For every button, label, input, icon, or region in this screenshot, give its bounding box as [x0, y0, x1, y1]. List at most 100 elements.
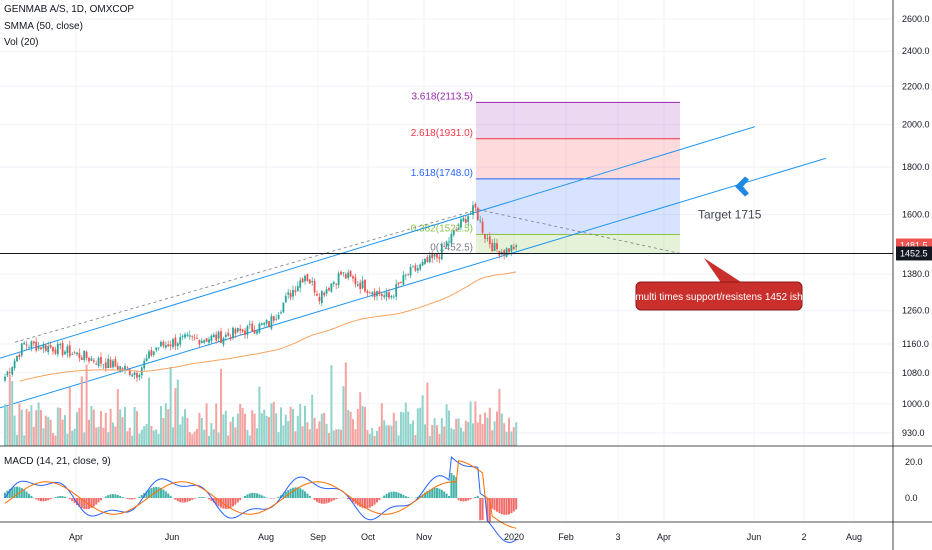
macd-histogram-bar	[292, 487, 294, 498]
volume-bar	[275, 413, 278, 446]
candle-body	[515, 245, 518, 248]
fibonacci-zones: 3.618(2113.5) 2.618(1931.0) 1.618(1748.0) 0…	[411, 91, 680, 254]
macd-histogram-bar	[85, 498, 88, 510]
candle-body	[236, 327, 239, 332]
volume-bar	[479, 414, 482, 446]
macd-histogram-bar	[109, 494, 112, 498]
candle-body	[378, 291, 381, 295]
candle-body	[385, 292, 388, 297]
candle-body	[35, 341, 38, 351]
candle-body	[42, 344, 45, 349]
candle-body	[416, 268, 419, 271]
macd-histogram-bar	[352, 498, 354, 503]
macd-histogram-bar	[515, 498, 518, 510]
volume-bar	[354, 429, 357, 446]
volume-bar	[20, 409, 23, 446]
volume-bar	[359, 392, 362, 446]
volume-bar	[464, 420, 467, 446]
candle-body	[109, 359, 112, 368]
volume-bar	[486, 417, 489, 446]
volume-bar	[445, 404, 448, 446]
macd-histogram-bar	[445, 493, 448, 498]
macd-histogram-bar	[73, 498, 76, 504]
macd-histogram-bar	[462, 498, 465, 502]
macd-histogram-bar	[373, 498, 376, 505]
smma-legend[interactable]: SMMA (50, close)	[4, 21, 83, 32]
macd-histogram-bar	[318, 498, 321, 504]
candle-body	[419, 264, 422, 270]
candle-body	[361, 280, 364, 289]
candle-body	[71, 354, 74, 355]
candle-body	[349, 270, 352, 277]
macd-histogram-bar	[145, 491, 148, 498]
candle-body	[354, 277, 357, 285]
price-axis-label: 1160.0	[902, 339, 929, 349]
macd-histogram-bar	[443, 491, 446, 498]
volume-bar	[325, 423, 328, 446]
time-axis-label: Jun	[747, 532, 762, 542]
macd-histogram-bar	[128, 498, 131, 500]
volume-bar	[484, 412, 486, 446]
candle-body	[116, 365, 119, 371]
volume-bar	[121, 417, 124, 446]
candle-body	[431, 253, 434, 259]
candle-body	[215, 334, 218, 341]
macd-histogram-bar	[188, 498, 191, 501]
candle-body	[337, 273, 340, 286]
volume-bar	[143, 426, 146, 446]
candle-body	[20, 343, 23, 356]
time-axis-label: Oct	[361, 532, 376, 542]
volume-bar	[402, 412, 405, 446]
macd-legend[interactable]: MACD (14, 21, close, 9)	[4, 456, 111, 467]
macd-histogram-bar	[80, 498, 83, 509]
candle-body	[467, 216, 470, 223]
macd-histogram-bar	[304, 491, 306, 498]
volume-legend[interactable]: Vol (20)	[4, 37, 39, 48]
macd-histogram-bar	[464, 498, 467, 502]
macd-histogram-bar	[76, 498, 78, 506]
candle-body	[409, 267, 412, 276]
candle-body	[4, 376, 6, 381]
volume-bar	[212, 429, 215, 446]
macd-histogram-bar	[162, 489, 165, 498]
candle-body	[198, 339, 201, 345]
volume-bar	[169, 366, 172, 446]
macd-histogram-bar	[59, 496, 62, 498]
volume-bar	[234, 427, 237, 446]
fib-level-label: 2.618(1931.0)	[411, 128, 473, 139]
macd-histogram-bar	[474, 496, 477, 498]
volume-bar	[256, 428, 258, 446]
volume-bar	[25, 409, 28, 446]
macd-histogram-bar	[395, 491, 398, 498]
volume-bar	[52, 433, 54, 446]
candle-body	[330, 283, 333, 292]
volume-bar	[356, 409, 359, 446]
macd-histogram-bar	[493, 498, 496, 511]
volume-bar	[222, 414, 225, 446]
macd-histogram-bar	[512, 498, 515, 512]
macd-histogram-bar	[361, 498, 364, 508]
candle-body	[397, 282, 400, 284]
candle-body	[323, 292, 326, 296]
volume-bar	[114, 426, 117, 446]
macd-histogram-bar	[61, 496, 64, 498]
candle-body	[152, 351, 155, 355]
volume-bars	[4, 362, 518, 446]
candle-body	[277, 314, 280, 319]
macd-histogram-bar	[260, 495, 263, 498]
symbol-title[interactable]: GENMAB A/S, 1D, OMXCOP	[4, 4, 135, 15]
macd-histogram-bar	[436, 487, 438, 498]
candle-body	[64, 351, 66, 355]
macd-histogram-bar	[486, 498, 489, 521]
macd-line	[4, 455, 517, 543]
candle-body	[496, 243, 498, 250]
channel-lower	[0, 157, 827, 409]
candle-body	[253, 330, 256, 334]
macd-histogram-bar	[404, 496, 407, 498]
volume-bar	[246, 429, 249, 446]
macd-histogram-bar	[424, 492, 426, 498]
macd-histogram-bar	[114, 494, 117, 498]
price-axis: 2600.0 2400.0 2200.0 2000.0 1800.0 1600.0 1380…	[69, 14, 932, 542]
macd-histogram-bar	[44, 498, 47, 501]
